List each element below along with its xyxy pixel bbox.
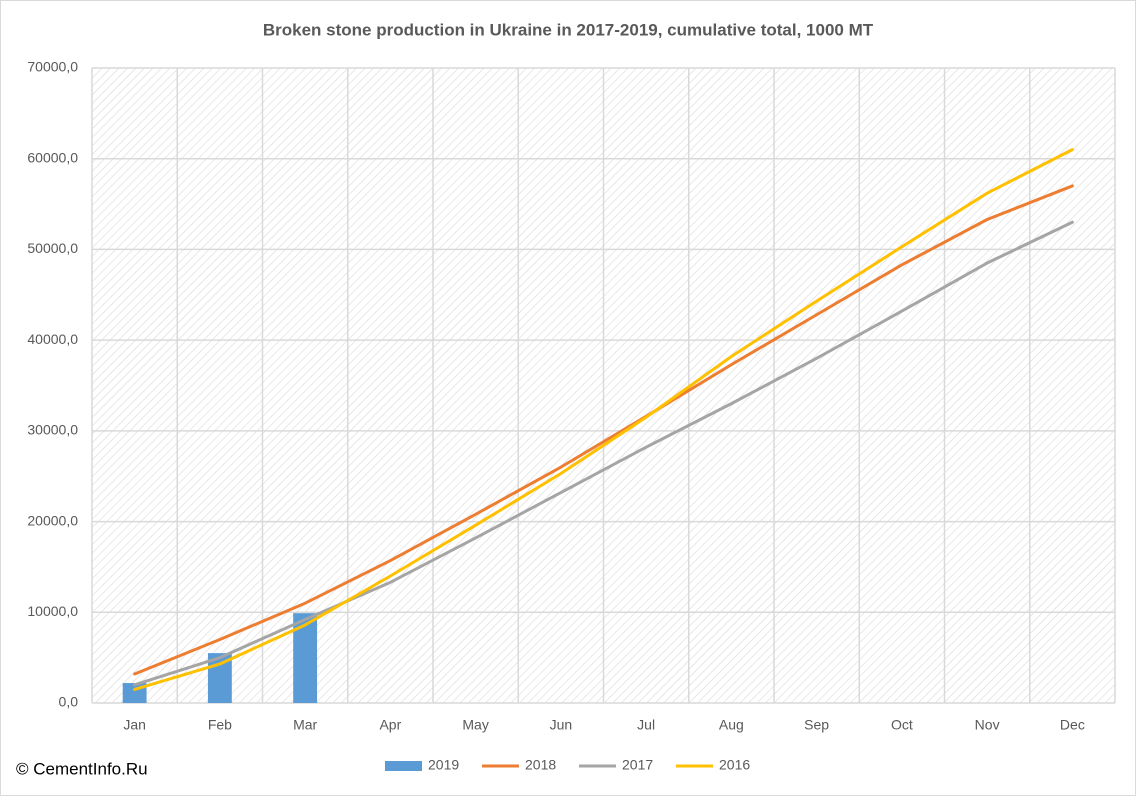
y-tick-label: 60000,0: [27, 149, 78, 165]
line: [133, 148, 1074, 691]
line: [133, 184, 1074, 676]
legend-label: 2016: [719, 757, 750, 773]
x-tick-label: Oct: [891, 717, 913, 733]
x-tick-label: Jul: [637, 717, 655, 733]
x-tick-label: Jan: [123, 717, 146, 733]
y-tick-label: 40000,0: [27, 331, 78, 347]
y-tick-label: 70000,0: [27, 59, 78, 75]
bar: [293, 613, 318, 703]
legend-label: 2018: [525, 757, 556, 773]
x-tick-label: Sep: [804, 717, 829, 733]
legend-swatch: [385, 761, 422, 771]
line: [133, 220, 1074, 687]
x-tick-label: Mar: [293, 717, 317, 733]
y-tick-label: 30000,0: [27, 422, 78, 438]
y-tick-label: 10000,0: [27, 603, 78, 619]
chart-title: Broken stone production in Ukraine in 20…: [263, 20, 874, 39]
x-tick-label: Dec: [1060, 717, 1085, 733]
x-tick-label: Feb: [208, 717, 232, 733]
y-tick-label: 20000,0: [27, 512, 78, 528]
y-tick-label: 50000,0: [27, 240, 78, 256]
legend-label: 2019: [428, 757, 459, 773]
x-tick-label: Jun: [550, 717, 573, 733]
x-tick-label: Aug: [719, 717, 744, 733]
legend-label: 2017: [622, 757, 653, 773]
y-tick-label: 0,0: [59, 694, 79, 710]
x-tick-label: Apr: [379, 717, 401, 733]
x-tick-label: May: [462, 717, 488, 733]
copyright: © CementInfo.Ru: [16, 759, 148, 778]
x-tick-label: Nov: [975, 717, 1000, 733]
